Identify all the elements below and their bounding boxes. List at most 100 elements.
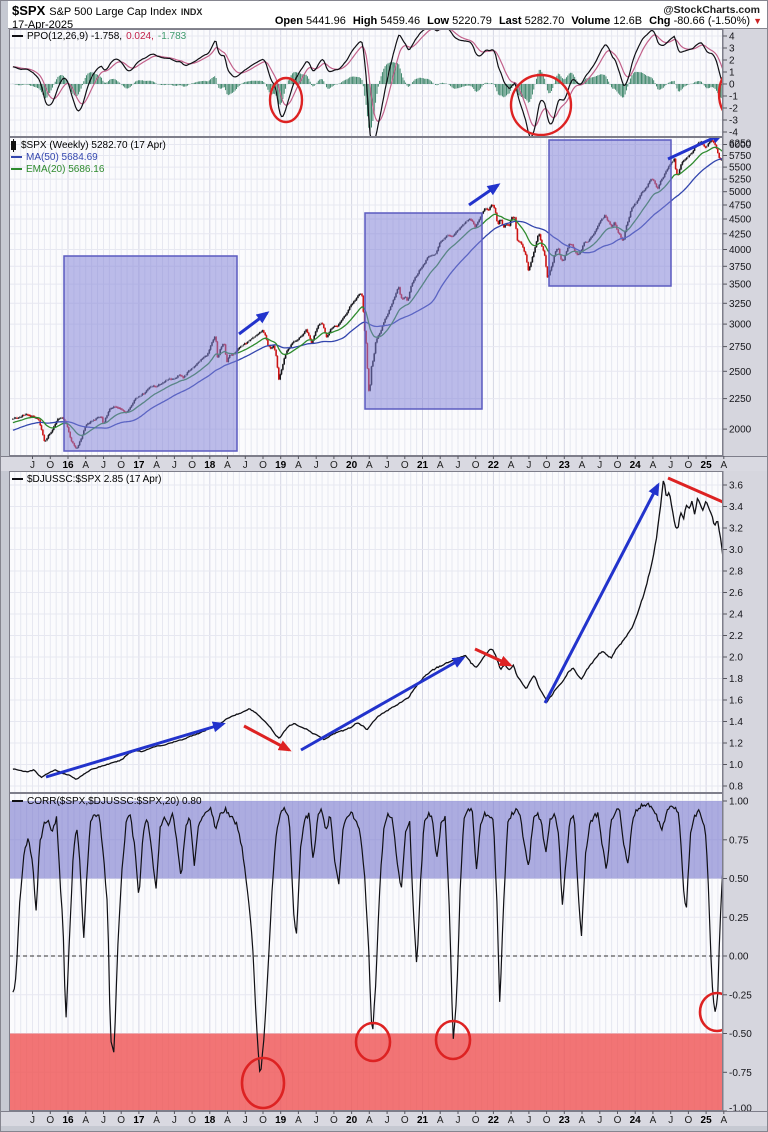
xaxis-bottom: J O 16 A J O 17 A J O 18 A J O 19 A J O 20 A J O 21 A J O 22 A J O 23 A… bbox=[1, 1111, 767, 1126]
ticker-name: S&P 500 Large Cap Index bbox=[49, 6, 177, 18]
ticker-exchange: INDX bbox=[180, 7, 203, 17]
correlation-panel: 1.00 0.75 0.50 0.25 0.00 -0.25 -0.50 -0.75 -1.00 bbox=[9, 793, 767, 1111]
svg-text:A: A bbox=[579, 460, 586, 471]
ratio-panel: 3.6 3.4 3.2 3.0 2.8 2.6 2.4 2.2 2.0 1.8 1.6 1.4 1.2 1… bbox=[9, 471, 767, 793]
svg-text:-3: -3 bbox=[729, 116, 738, 127]
svg-text:-0.25: -0.25 bbox=[729, 990, 752, 1001]
svg-text:J: J bbox=[172, 460, 177, 471]
svg-text:0.50: 0.50 bbox=[729, 874, 749, 885]
svg-text:4500: 4500 bbox=[729, 215, 752, 226]
corr-line-swatch bbox=[12, 800, 23, 803]
svg-text:O: O bbox=[401, 460, 409, 471]
svg-text:O: O bbox=[472, 1115, 480, 1126]
quote-value: -80.66 (-1.50%) bbox=[670, 15, 750, 27]
svg-text:20: 20 bbox=[346, 460, 358, 471]
blue-trend-arrow bbox=[45, 721, 226, 779]
svg-text:4000: 4000 bbox=[729, 245, 752, 256]
quote-label: Volume bbox=[571, 15, 611, 27]
svg-text:0.75: 0.75 bbox=[729, 835, 749, 846]
svg-text:19: 19 bbox=[275, 1115, 287, 1126]
svg-text:0.25: 0.25 bbox=[729, 913, 749, 924]
svg-text:1.2: 1.2 bbox=[729, 739, 743, 750]
svg-text:A: A bbox=[650, 460, 657, 471]
ppo-histogram bbox=[12, 62, 723, 132]
svg-text:3250: 3250 bbox=[729, 299, 752, 310]
svg-text:22: 22 bbox=[488, 1115, 500, 1126]
candlestick-icon bbox=[11, 138, 16, 152]
quote-label: Open bbox=[274, 15, 303, 27]
svg-text:J: J bbox=[597, 460, 602, 471]
svg-text:25: 25 bbox=[701, 460, 713, 471]
svg-text:24: 24 bbox=[630, 1115, 642, 1126]
svg-text:A: A bbox=[153, 460, 160, 471]
svg-text:O: O bbox=[685, 1115, 693, 1126]
quote-value: 5220.79 bbox=[449, 15, 492, 27]
red-circle-annotation bbox=[268, 76, 304, 124]
svg-text:J: J bbox=[314, 1115, 319, 1126]
svg-text:2.8: 2.8 bbox=[729, 567, 743, 578]
ppo-line bbox=[12, 29, 723, 137]
svg-text:1.4: 1.4 bbox=[729, 717, 743, 728]
svg-text:J: J bbox=[456, 1115, 461, 1126]
svg-text:2750: 2750 bbox=[729, 342, 752, 353]
svg-text:1.6: 1.6 bbox=[729, 696, 743, 707]
svg-text:17: 17 bbox=[133, 460, 145, 471]
svg-text:O: O bbox=[614, 1115, 622, 1126]
blue-box-annotation bbox=[364, 212, 483, 410]
svg-text:-0.50: -0.50 bbox=[729, 1029, 752, 1040]
ema20-line-swatch bbox=[11, 168, 22, 171]
ema20-legend-label: EMA(20) 5686.16 bbox=[26, 164, 105, 175]
quote-value: 5459.46 bbox=[377, 15, 421, 27]
svg-text:O: O bbox=[401, 1115, 409, 1126]
svg-text:4250: 4250 bbox=[729, 229, 752, 240]
header-title-row: $SPX S&P 500 Large Cap Index INDX @StockCh… bbox=[12, 2, 764, 18]
svg-text:6250: 6250 bbox=[729, 139, 752, 150]
quote-label: Last bbox=[498, 15, 522, 27]
svg-text:O: O bbox=[330, 460, 338, 471]
svg-text:18: 18 bbox=[204, 460, 216, 471]
svg-text:2.6: 2.6 bbox=[729, 588, 743, 599]
svg-text:A: A bbox=[82, 460, 89, 471]
svg-text:21: 21 bbox=[417, 1115, 429, 1126]
svg-text:O: O bbox=[330, 1115, 338, 1126]
red-trend-arrow bbox=[474, 647, 513, 667]
svg-text:24: 24 bbox=[630, 460, 642, 471]
svg-text:19: 19 bbox=[275, 460, 287, 471]
svg-text:A: A bbox=[720, 460, 727, 471]
ppo-signal-value: 0.024, bbox=[126, 31, 154, 42]
red-circle-annotation bbox=[434, 1019, 472, 1061]
svg-text:J: J bbox=[526, 1115, 531, 1126]
price-legend: $SPX (Weekly) 5282.70 (17 Apr) bbox=[11, 138, 166, 152]
svg-text:22: 22 bbox=[488, 460, 500, 471]
quote-value: 5441.96 bbox=[303, 15, 346, 27]
stockcharts-watermark: @StockCharts.com bbox=[663, 4, 760, 16]
ma50-legend: MA(50) 5684.69 bbox=[11, 152, 98, 163]
svg-text:2250: 2250 bbox=[729, 394, 752, 405]
svg-text:O: O bbox=[614, 460, 622, 471]
svg-text:A: A bbox=[295, 460, 302, 471]
red-circle-annotation bbox=[240, 1056, 286, 1110]
svg-text:J: J bbox=[456, 460, 461, 471]
xaxis-top: J O 16 A J O 17 A J O 18 A J O 19 A J O 20 A J O 21 A J O 22 A J O 23 A… bbox=[1, 456, 767, 471]
svg-text:A: A bbox=[82, 1115, 89, 1126]
quote-label: Low bbox=[427, 15, 450, 27]
ratio-line-swatch bbox=[12, 478, 23, 481]
price-legend-label: $SPX (Weekly) 5282.70 (17 Apr) bbox=[21, 140, 166, 151]
svg-text:4750: 4750 bbox=[729, 201, 752, 212]
ma50-legend-label: MA(50) 5684.69 bbox=[26, 152, 98, 163]
svg-text:2.0: 2.0 bbox=[729, 653, 743, 664]
svg-text:A: A bbox=[720, 1115, 727, 1126]
corr-legend: CORR($SPX,$DJUSSC:$SPX,20) 0.80 bbox=[12, 796, 202, 807]
svg-text:J: J bbox=[172, 1115, 177, 1126]
svg-text:J: J bbox=[385, 460, 390, 471]
svg-text:3.4: 3.4 bbox=[729, 502, 743, 513]
ratio-legend: $DJUSSC:$SPX 2.85 (17 Apr) bbox=[12, 474, 162, 485]
svg-text:-1: -1 bbox=[729, 92, 738, 103]
svg-text:A: A bbox=[508, 1115, 515, 1126]
svg-text:3.6: 3.6 bbox=[729, 481, 743, 492]
red-circle-annotation bbox=[509, 73, 573, 137]
svg-text:1.00: 1.00 bbox=[729, 797, 749, 808]
